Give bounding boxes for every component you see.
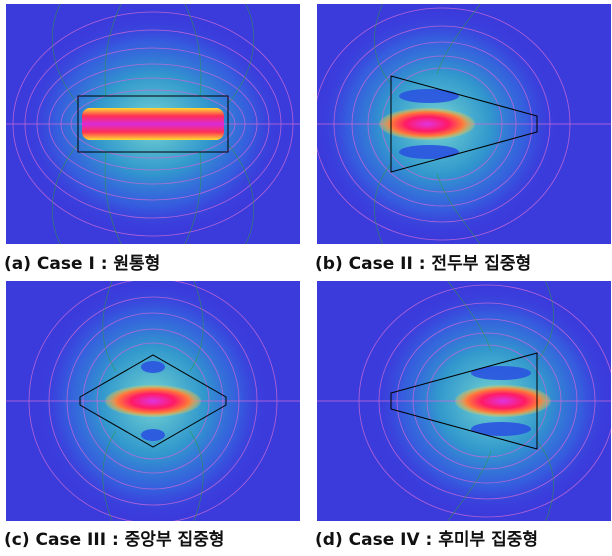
- field-core: [379, 108, 475, 140]
- panel-case-4: [317, 281, 611, 521]
- field-lobe: [141, 361, 165, 373]
- field-lines: [102, 281, 204, 521]
- field-plot-case-2: [317, 4, 611, 244]
- shape-outline: [390, 75, 538, 173]
- caption-case-3: (c) Case III : 중앙부 집중형: [4, 530, 225, 550]
- field-lobe: [471, 422, 531, 436]
- field-lobe: [471, 366, 531, 380]
- shape-outline: [79, 354, 227, 448]
- field-lines: [51, 4, 255, 244]
- field-lines: [374, 4, 481, 244]
- field-plot-case-1: [6, 4, 300, 244]
- caption-case-1: (a) Case I : 원통형: [4, 254, 161, 274]
- field-core: [82, 108, 224, 140]
- field-lobe: [141, 429, 165, 441]
- panel-case-2: [317, 4, 611, 244]
- field-core: [105, 385, 201, 417]
- field-plot-case-3: [6, 281, 300, 521]
- shape-outline: [390, 352, 538, 450]
- caption-case-4: (d) Case IV : 후미부 집중형: [315, 530, 539, 550]
- panel-case-3: [6, 281, 300, 521]
- field-lobe: [399, 145, 459, 159]
- field-lobe: [399, 89, 459, 103]
- field-lines: [447, 281, 554, 521]
- field-core: [455, 385, 551, 417]
- caption-case-2: (b) Case II : 전두부 집중형: [315, 254, 532, 274]
- panel-case-1: [6, 4, 300, 244]
- shape-outline: [77, 95, 229, 153]
- field-plot-case-4: [317, 281, 611, 521]
